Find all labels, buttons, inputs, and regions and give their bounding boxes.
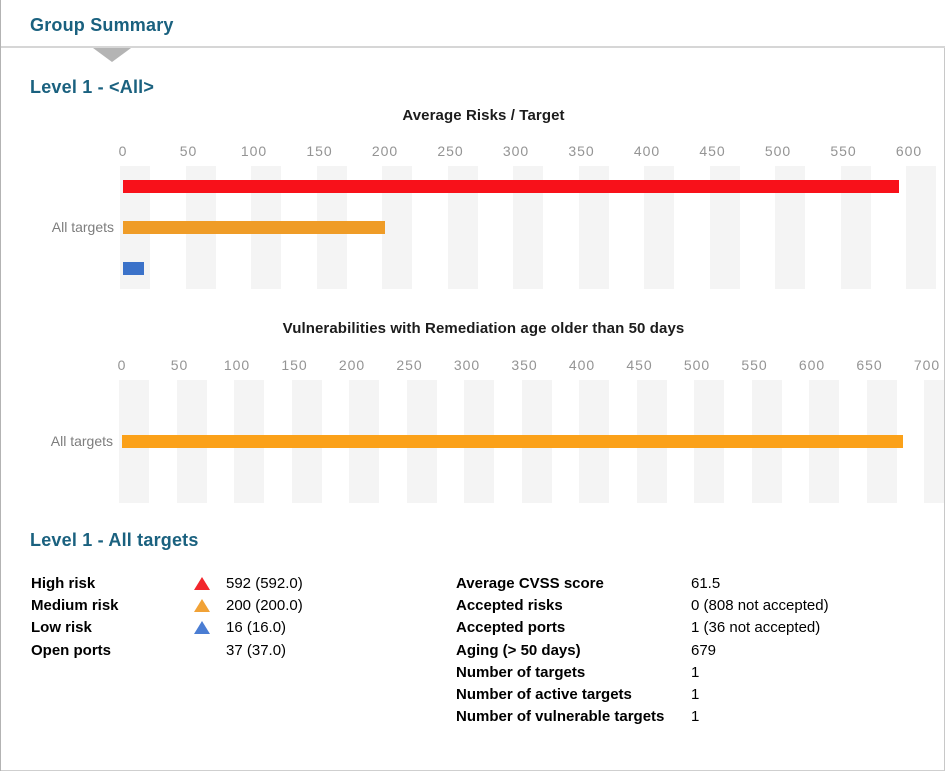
axis-tick-label: 450	[699, 143, 726, 159]
detail-value: 16 (16.0)	[226, 619, 287, 637]
axis-tick-label: 450	[626, 357, 653, 373]
axis-tick-label: 300	[453, 357, 481, 373]
detail-label: High risk	[31, 574, 96, 592]
grid-stripe	[906, 166, 936, 289]
detail-label: Aging (> 50 days)	[456, 641, 581, 659]
bar-high-risk[interactable]	[123, 180, 899, 193]
axis-tick-label: 100	[223, 357, 251, 373]
detail-value: 0 (808 not accepted)	[691, 596, 829, 614]
detail-value: 61.5	[691, 574, 721, 592]
risk-triangle-icon	[194, 598, 210, 612]
axis-tick-label: 100	[240, 143, 268, 159]
detail-value: 592 (592.0)	[226, 574, 303, 592]
axis-tick-label: 200	[371, 143, 399, 159]
detail-row-high-risk: High risk 592 (592.0)	[31, 572, 441, 594]
detail-value: 679	[691, 641, 717, 659]
marker-cell	[194, 598, 226, 612]
axis-tick-label: 400	[568, 357, 596, 373]
axis-tick-label: 50	[170, 357, 189, 373]
details-left-column: High risk 592 (592.0) Medium risk 200 (200.…	[31, 572, 441, 661]
axis-tick-label: 550	[741, 357, 768, 373]
charts-section-heading: Level 1 - <All>	[30, 77, 155, 97]
axis-tick-label: 700	[913, 357, 941, 373]
marker-cell	[194, 576, 226, 590]
detail-row-average-cvss-score: Average CVSS score 61.5	[456, 572, 926, 594]
axis-tick-label: 350	[568, 143, 595, 159]
axis-tick-label: 500	[683, 357, 711, 373]
detail-label: Number of active targets	[456, 686, 632, 704]
bar-aging-50-days[interactable]	[122, 435, 903, 448]
axis-tick-label: 0	[117, 357, 127, 373]
detail-row-accepted-risks: Accepted risks 0 (808 not accepted)	[456, 594, 926, 616]
detail-value: 1	[691, 686, 700, 704]
axis-tick-label: 300	[502, 143, 530, 159]
chart-title: Average Risks / Target	[402, 107, 565, 124]
detail-label: Accepted risks	[456, 596, 563, 614]
category-label: All targets	[50, 432, 113, 449]
grid-stripe	[924, 380, 944, 503]
detail-label: Number of targets	[456, 663, 586, 681]
active-tab-pointer-icon	[93, 48, 131, 62]
axis-tick-label: 150	[281, 357, 308, 373]
detail-value: 1	[691, 708, 700, 726]
axis-tick-label: 350	[511, 357, 538, 373]
detail-label: Medium risk	[31, 596, 119, 614]
detail-row-number-of-vulnerable-targets: Number of vulnerable targets 1	[456, 706, 926, 728]
axis-tick-label: 50	[179, 143, 198, 159]
risk-triangle-icon	[194, 576, 210, 590]
detail-row-accepted-ports: Accepted ports 1 (36 not accepted)	[456, 617, 926, 639]
axis-tick-label: 600	[895, 143, 923, 159]
detail-row-aging-50-days: Aging (> 50 days) 679	[456, 639, 926, 661]
axis-tick-label: 600	[798, 357, 826, 373]
axis-tick-label: 650	[856, 357, 883, 373]
detail-row-open-ports: Open ports 37 (37.0)	[31, 639, 441, 661]
axis-tick-label: 250	[396, 357, 423, 373]
content-panel: Level 1 - <All> Average Risks / Target 0…	[1, 48, 945, 771]
tab-bar: Group Summary	[1, 0, 945, 48]
detail-label: Low risk	[31, 619, 92, 637]
axis-tick-label: 150	[306, 143, 333, 159]
axis-tick-label: 550	[830, 143, 857, 159]
detail-value: 37 (37.0)	[226, 641, 287, 659]
bar-medium-risk[interactable]	[123, 221, 385, 234]
axis-tick-label: 500	[764, 143, 792, 159]
marker-cell	[194, 621, 226, 635]
chart-title: Vulnerabilities with Remediation age old…	[282, 320, 685, 337]
detail-value: 200 (200.0)	[226, 596, 303, 614]
page-title[interactable]: Group Summary	[30, 15, 174, 35]
details-right-column: Average CVSS score 61.5 Accepted risks 0 (8…	[456, 572, 926, 728]
axis-tick-label: 0	[118, 143, 128, 159]
detail-label: Number of vulnerable targets	[456, 708, 665, 726]
detail-label: Average CVSS score	[456, 574, 604, 592]
detail-row-number-of-targets: Number of targets 1	[456, 661, 926, 683]
detail-row-number-of-active-targets: Number of active targets 1	[456, 683, 926, 705]
detail-label: Accepted ports	[456, 619, 566, 637]
risk-triangle-icon	[194, 621, 210, 635]
detail-label: Open ports	[31, 641, 112, 659]
category-label: All targets	[51, 218, 114, 235]
detail-row-medium-risk: Medium risk 200 (200.0)	[31, 594, 441, 616]
axis-tick-label: 400	[633, 143, 661, 159]
axis-tick-label: 200	[338, 357, 366, 373]
detail-value: 1	[691, 663, 700, 681]
details-section-heading: Level 1 - All targets	[30, 530, 199, 550]
bar-low-risk[interactable]	[123, 262, 144, 275]
detail-row-low-risk: Low risk 16 (16.0)	[31, 617, 441, 639]
detail-value: 1 (36 not accepted)	[691, 619, 821, 637]
axis-tick-label: 250	[437, 143, 464, 159]
